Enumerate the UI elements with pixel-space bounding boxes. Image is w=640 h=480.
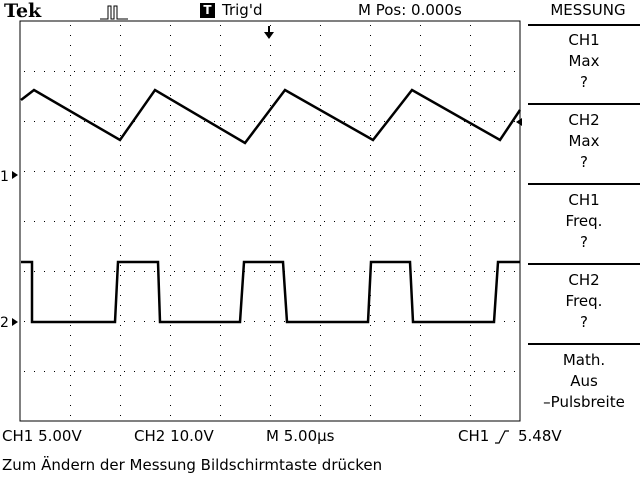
- brand-logo: Tek: [4, 0, 42, 22]
- trigger-status: Trig'd: [222, 1, 263, 19]
- trigger-level: 5.48V: [518, 427, 562, 445]
- menu-button-math-pulse-width[interactable]: Math. Aus –Pulsbreite: [543, 351, 625, 411]
- graticule-grid: [24, 25, 515, 416]
- ch1-marker: 1: [0, 169, 9, 185]
- menu-button-ch2-freq[interactable]: CH2 Freq. ?: [565, 271, 603, 331]
- trigger-badge-icon: T: [200, 3, 215, 18]
- hint-text: Zum Ändern der Messung Bildschirmtaste d…: [2, 456, 383, 474]
- ch2-marker: 2: [0, 315, 9, 331]
- pulse-trigger-icon: [100, 5, 128, 20]
- menu-title: MESSUNG: [550, 1, 626, 19]
- trigger-level-icon: [516, 118, 522, 126]
- graticule-frame: [19, 20, 521, 422]
- ch2-scale: CH2 10.0V: [134, 427, 214, 445]
- ch1-trace: [20, 88, 522, 145]
- ch1-scale: CH1 5.00V: [2, 427, 82, 445]
- menu-button-ch1-max[interactable]: CH1 Max ?: [568, 31, 600, 91]
- ch2-trace: [21, 260, 520, 324]
- trigger-position-icon: [264, 32, 274, 39]
- menu-button-ch2-max[interactable]: CH2 Max ?: [568, 111, 600, 171]
- trigger-source: CH1: [458, 427, 490, 445]
- timebase: M 5.00µs: [266, 427, 335, 445]
- menu-button-ch1-freq[interactable]: CH1 Freq. ?: [565, 191, 603, 251]
- rising-edge-icon: [495, 430, 509, 444]
- ch1-marker-arrow-icon: [12, 171, 18, 179]
- ch2-marker-arrow-icon: [12, 318, 18, 326]
- horizontal-position: M Pos: 0.000s: [358, 1, 462, 19]
